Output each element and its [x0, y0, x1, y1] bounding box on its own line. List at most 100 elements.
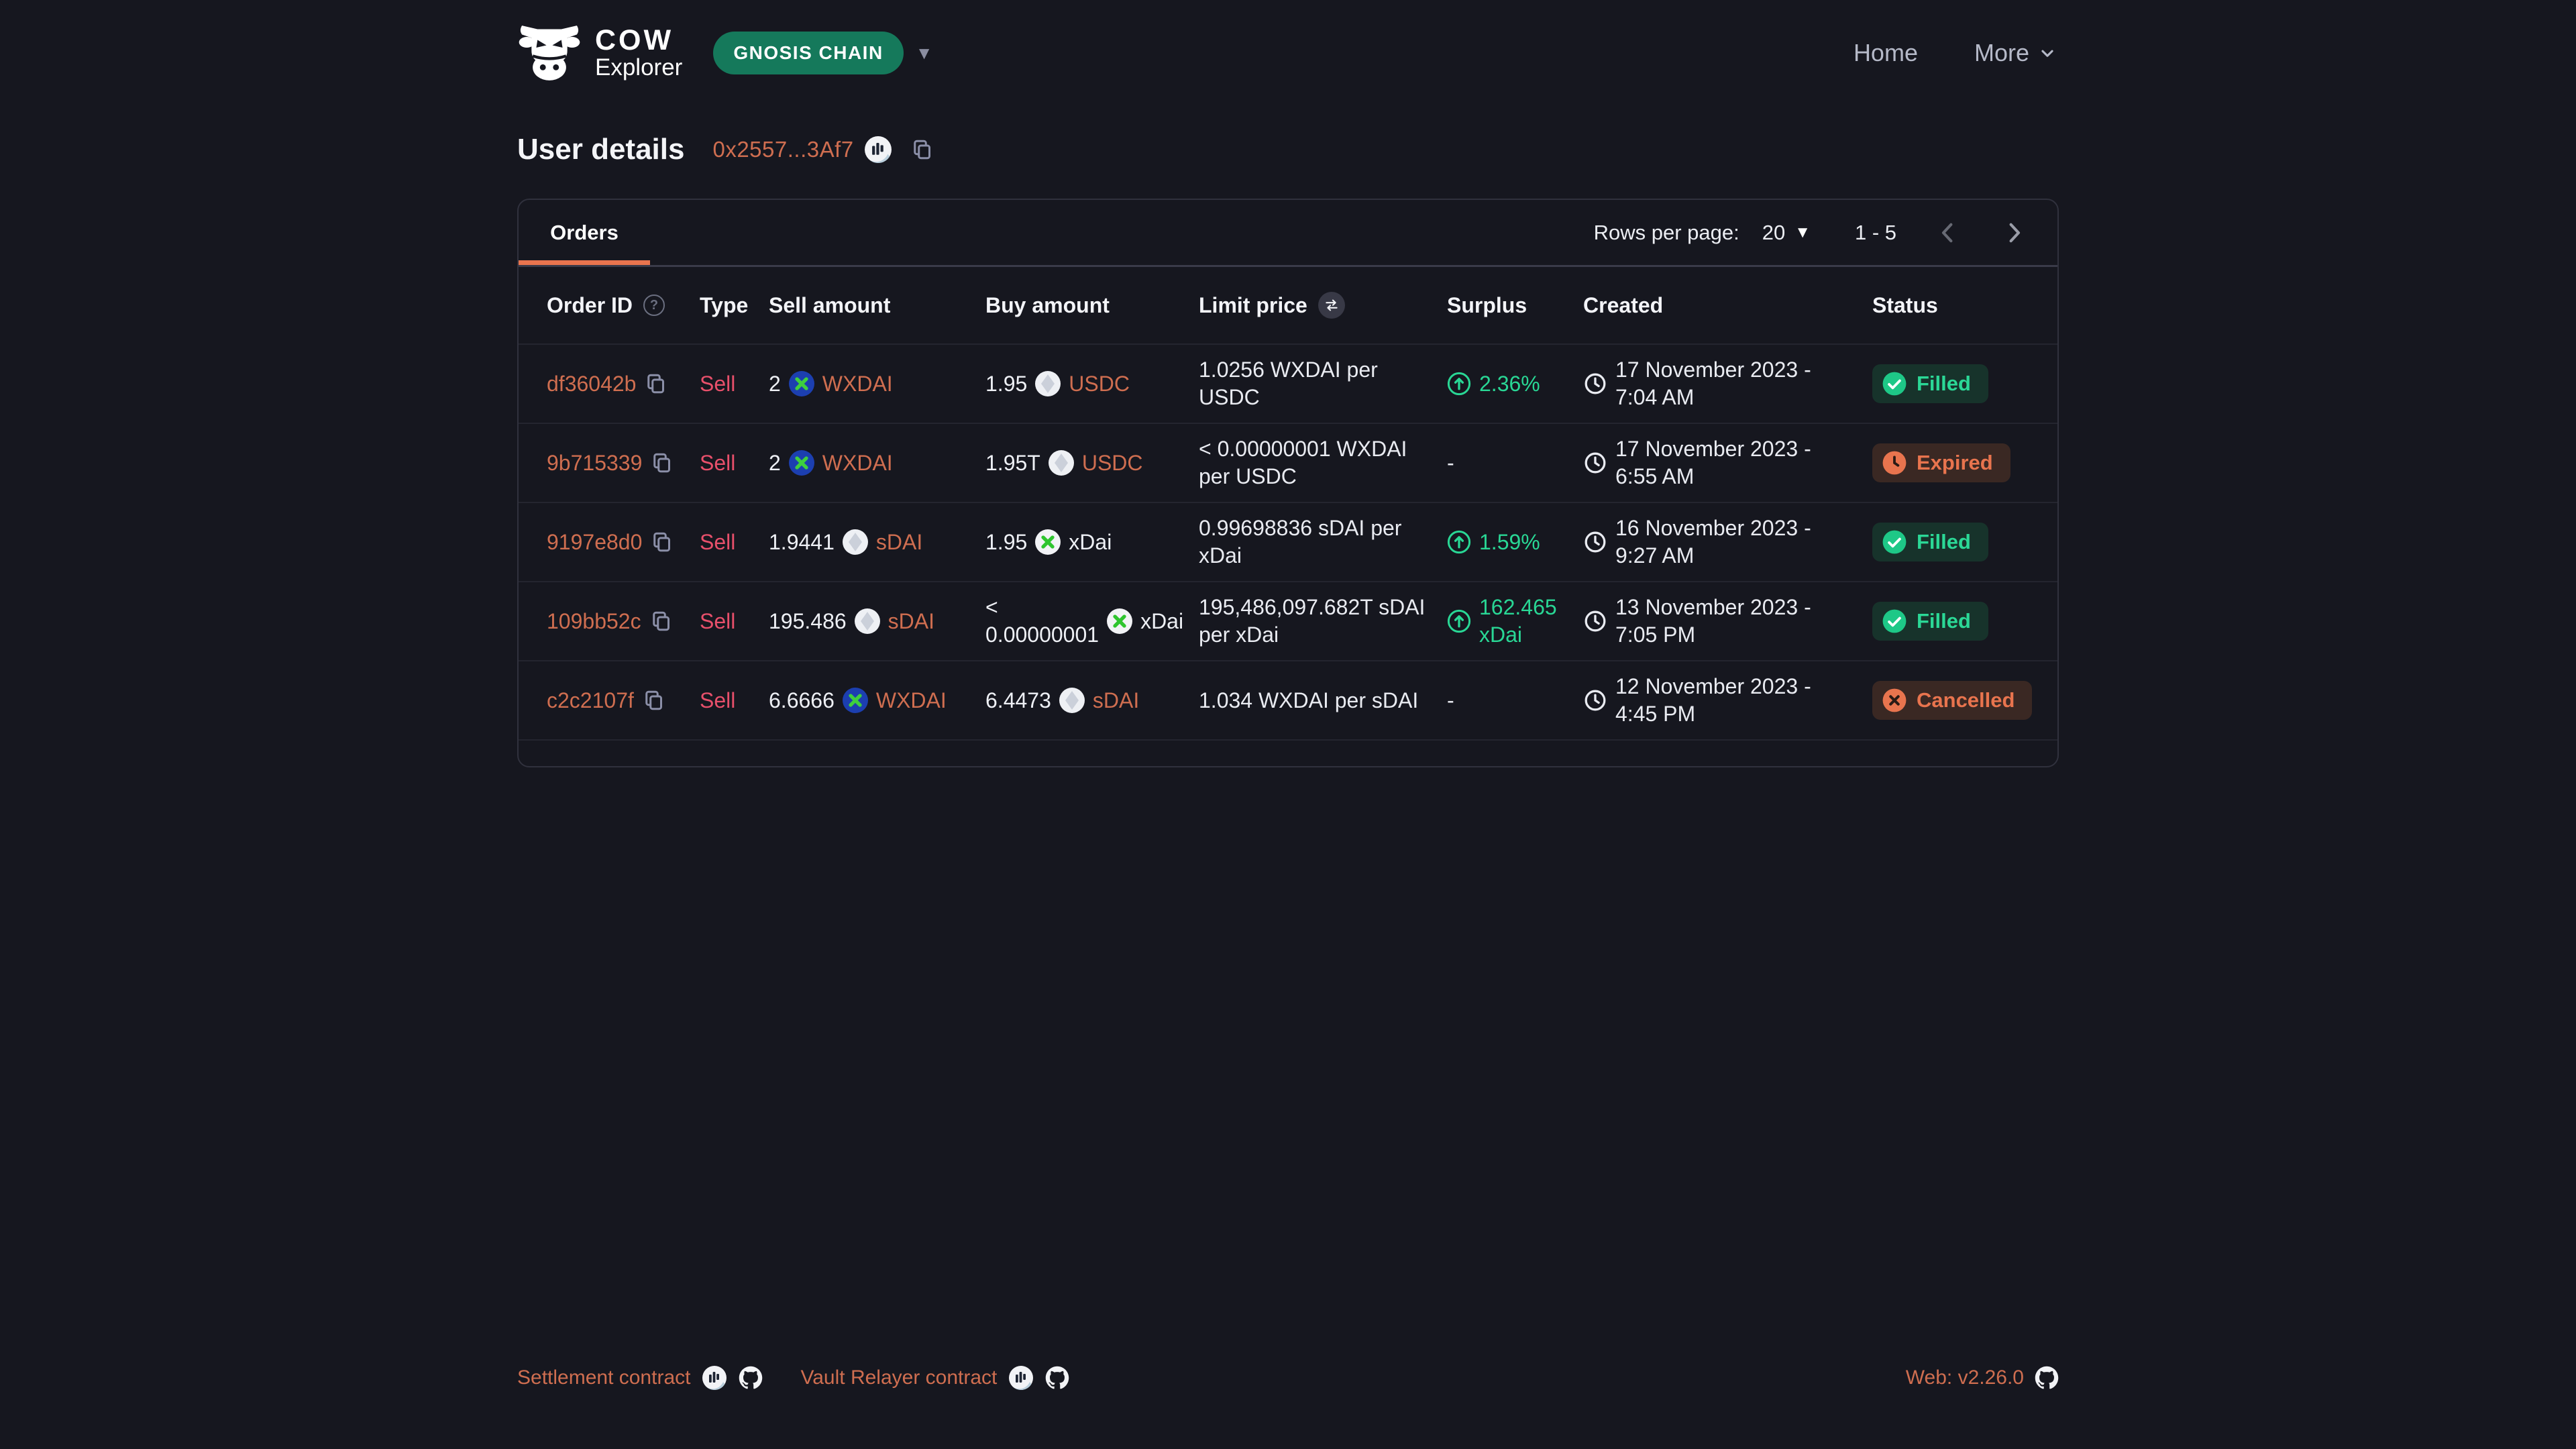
sdai-token-icon [1059, 687, 1085, 713]
created-cell: 13 November 2023 - 7:05 PM [1583, 594, 1872, 649]
nav-home-label: Home [1853, 39, 1918, 66]
github-icon [1046, 1366, 1069, 1389]
settlement-contract-link[interactable]: Settlement contract [517, 1366, 691, 1389]
brand-logo[interactable]: COW Explorer [517, 23, 682, 83]
nav-item-more[interactable]: More [1974, 39, 2059, 67]
token-link[interactable]: WXDAI [875, 688, 947, 712]
token-amount: < 0.00000001 [985, 595, 1099, 647]
clock-icon [1583, 451, 1607, 475]
vault-relayer-contract-link[interactable]: Vault Relayer contract [800, 1366, 998, 1389]
token-amount: 1.95 [985, 529, 1028, 554]
copy-icon [652, 611, 669, 631]
token-amount: 1.95T [985, 450, 1040, 475]
table-row: 109bb52c Sell 195.486 sDAI < 0.00000001 xDai 1… [519, 582, 2057, 661]
token-amount: 1.9441 [769, 529, 835, 554]
clock-icon [1583, 372, 1607, 396]
order-id-link[interactable]: 9b715339 [547, 450, 643, 475]
status-cell: Filled [1872, 364, 2060, 403]
surplus-up-icon [1447, 530, 1471, 554]
status-label: Filled [1917, 530, 1971, 554]
order-id-cell: 9b715339 [547, 449, 700, 477]
order-id-link[interactable]: 9197e8d0 [547, 529, 643, 554]
order-type-cell: Sell [700, 687, 769, 714]
network-selector[interactable]: GNOSIS CHAIN ▼ [713, 32, 932, 74]
filled-status-icon [1882, 371, 1907, 396]
token-link[interactable]: sDAI [1092, 688, 1140, 712]
order-id-cell: df36042b [547, 370, 700, 398]
settlement-github-button[interactable] [739, 1366, 763, 1390]
network-badge[interactable]: GNOSIS CHAIN [713, 32, 904, 74]
rows-per-page-select[interactable]: 20 ▼ [1762, 221, 1811, 245]
column-header-label: Limit price [1199, 292, 1307, 317]
column-header: Sell amount [769, 293, 985, 318]
vault-relayer-github-button[interactable] [1045, 1366, 1069, 1390]
copy-order-id-button[interactable] [642, 688, 666, 712]
copy-order-id-button[interactable] [649, 609, 674, 633]
copy-order-id-button[interactable] [650, 451, 674, 475]
clock-icon [1583, 530, 1607, 554]
order-type-cell: Sell [700, 370, 769, 398]
order-id-link[interactable]: 109bb52c [547, 608, 641, 633]
copy-icon [913, 140, 930, 160]
tab-orders[interactable]: Orders [519, 200, 650, 265]
surplus: 2.36% [1447, 370, 1540, 398]
clock-icon [1583, 688, 1607, 712]
table-body: df36042b Sell 2 WXDAI 1.95 USDC 1.0256 WXDAI p… [519, 345, 2057, 741]
sell-amount-cell: 6.6666 WXDAI [769, 687, 985, 714]
copy-order-id-button[interactable] [644, 372, 668, 396]
vault-relayer-explorer-button[interactable] [1009, 1366, 1034, 1390]
prev-page-button[interactable] [1934, 219, 1962, 247]
web-version-group: Web: v2.26.0 [1906, 1366, 2059, 1390]
web-version-label[interactable]: Web: v2.26.0 [1905, 1366, 2024, 1389]
sdai-token-icon [842, 529, 868, 555]
help-icon[interactable]: ? [643, 294, 665, 316]
nav-item-home[interactable]: Home [1854, 39, 1918, 67]
page-title: User details [517, 133, 685, 166]
swap-price-icon[interactable] [1318, 292, 1345, 319]
limit-price: 195,486,097.682T sDAI per xDai [1199, 595, 1426, 647]
status-label: Cancelled [1917, 688, 2015, 712]
copy-address-button[interactable] [892, 138, 934, 162]
buy-amount-cell: 6.4473 sDAI [985, 687, 1199, 714]
wxdai-token-icon [788, 370, 814, 396]
column-header: Surplus [1447, 293, 1583, 318]
order-id-cell: c2c2107f [547, 687, 700, 714]
limit-price-cell: 1.034 WXDAI per sDAI [1199, 687, 1447, 714]
order-id-link[interactable]: c2c2107f [547, 688, 634, 712]
xdai-token-icon [1107, 608, 1133, 634]
brand-text: COW Explorer [595, 25, 682, 80]
page-range: 1 - 5 [1854, 220, 1896, 244]
sell-amount-cell: 2 WXDAI [769, 370, 985, 398]
order-type: Sell [700, 529, 736, 554]
buy-amount-cell: < 0.00000001 xDai [985, 594, 1199, 649]
created-date: 16 November 2023 - 9:27 AM [1615, 516, 1811, 568]
copy-order-id-button[interactable] [650, 530, 674, 554]
order-id-link[interactable]: df36042b [547, 371, 637, 396]
token-link[interactable]: WXDAI [822, 371, 893, 396]
order-type-cell: Sell [700, 529, 769, 556]
next-page-button[interactable] [2000, 219, 2028, 247]
status-cell: Expired [1872, 443, 2060, 482]
copy-icon [647, 374, 665, 394]
chevron-down-icon [2041, 50, 2053, 57]
token-link[interactable]: sDAI [888, 608, 935, 633]
brand-title: COW [595, 24, 674, 57]
settlement-explorer-button[interactable] [702, 1366, 727, 1390]
status-label: Filled [1917, 372, 1971, 396]
main-nav: Home More [1854, 39, 2059, 67]
token-link[interactable]: sDAI [875, 529, 923, 554]
identicon-icon [702, 1366, 727, 1390]
rows-per-page-value: 20 [1762, 220, 1786, 244]
token-link[interactable]: USDC [1069, 371, 1130, 396]
wxdai-token-icon [842, 687, 868, 713]
sell-amount-cell: 1.9441 sDAI [769, 529, 985, 556]
token-link[interactable]: WXDAI [822, 450, 893, 475]
web-github-button[interactable] [2035, 1366, 2059, 1390]
surplus-up-icon [1447, 372, 1471, 396]
token-link[interactable]: USDC [1081, 450, 1143, 475]
limit-price-cell: < 0.00000001 WXDAI per USDC [1199, 435, 1447, 490]
github-icon [2035, 1366, 2059, 1389]
user-address: 0x2557...3Af7 [712, 137, 854, 162]
page-footer: Settlement contract Vault Relayer contra… [517, 1366, 2059, 1390]
github-icon [739, 1366, 763, 1389]
